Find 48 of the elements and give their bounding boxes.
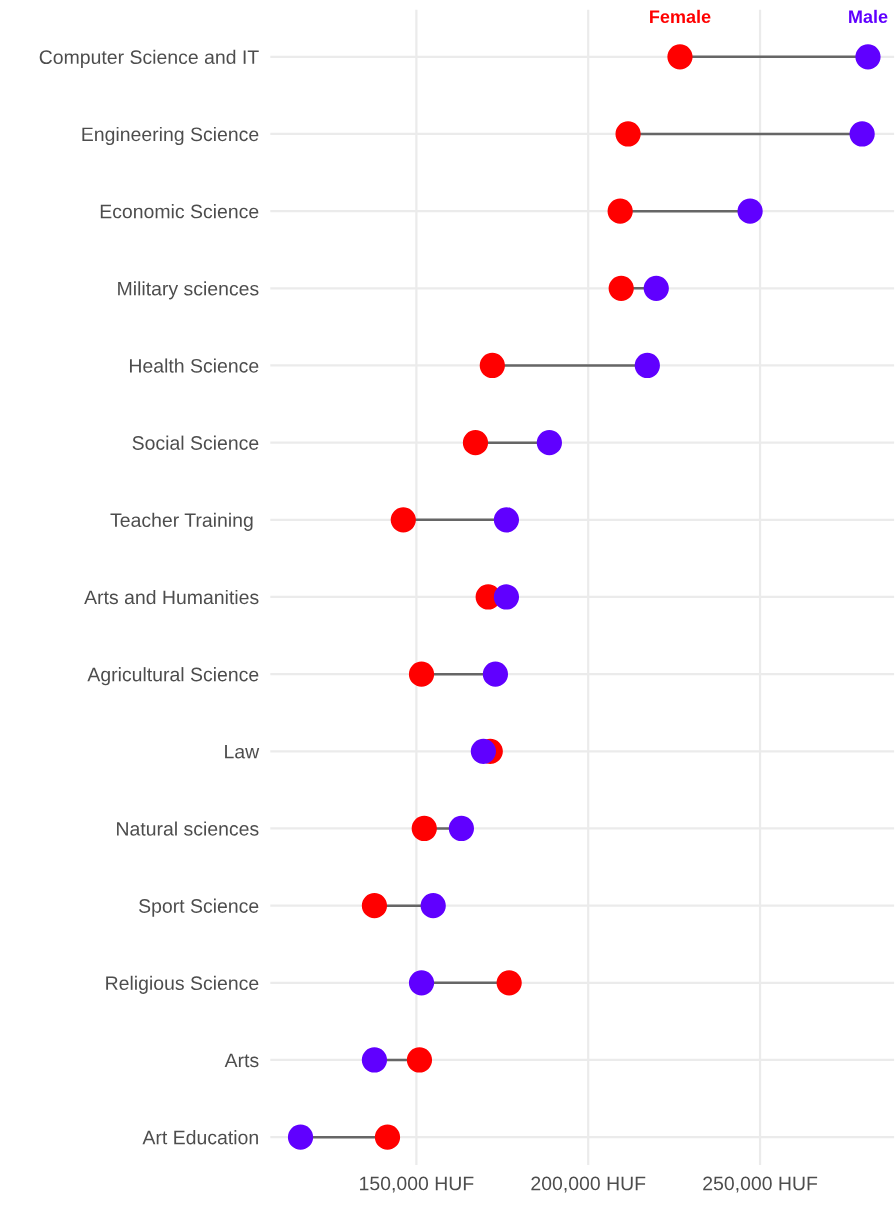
point [643,275,669,301]
point [737,198,763,224]
series-label: Female [650,9,711,24]
point [361,893,388,919]
x-tick-label: 150,000 HUF [360,1176,474,1193]
point [667,44,693,70]
point [608,275,634,301]
point [536,430,562,456]
point [855,44,881,70]
y-tick-label: Social Science [132,435,259,450]
point [470,738,496,764]
point [462,430,489,456]
y-tick-label: Agricultural Science [87,667,259,686]
point [607,198,633,224]
point [406,1047,433,1073]
point [849,121,875,147]
y-tick-label: Computer Science and IT [39,49,259,68]
y-tick-label: Engineering Science [82,126,259,146]
point [615,121,641,147]
x-tick-label: 200,000 HUF [531,1176,646,1193]
point [634,352,660,379]
y-tick-label: Arts [224,1053,259,1068]
y-tick-label: Law [225,744,260,759]
point [361,1047,388,1073]
point [448,815,474,842]
y-tick-label: Health Science [129,358,259,373]
y-tick-label: Arts and Humanities [84,589,259,605]
point [493,507,520,533]
point [420,893,446,919]
point [374,1124,401,1150]
y-tick-label: Natural sciences [117,821,259,836]
point [493,584,520,610]
point [390,507,416,533]
point [411,815,437,842]
x-tick-label: 250,000 HUF [703,1176,818,1193]
series-label: Male [849,9,888,24]
point [496,970,522,996]
y-tick-label: Sport Science [139,898,259,917]
point [482,661,509,687]
y-tick-label: Teacher Training [110,512,253,531]
point [408,970,435,996]
y-tick-label: Religious Science [106,975,259,994]
point [408,661,435,687]
point [287,1124,314,1150]
y-tick-label: Art Education [142,1130,258,1145]
y-tick-label: Military sciences [118,281,259,300]
y-tick-label: Economic Science [100,204,259,219]
point [479,352,505,379]
